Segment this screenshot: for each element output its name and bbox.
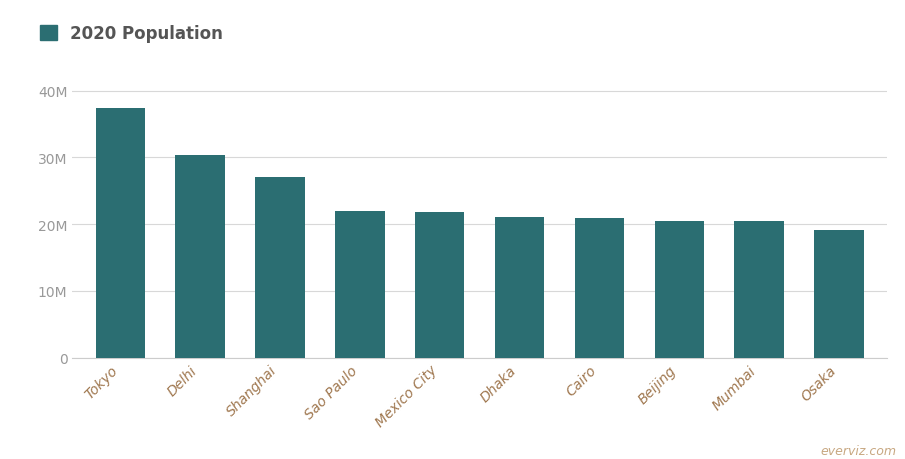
Text: everviz.com: everviz.com: [820, 444, 896, 457]
Bar: [255, 178, 305, 358]
Bar: [495, 218, 544, 358]
Bar: [96, 109, 145, 358]
Bar: [734, 222, 784, 358]
Legend: 2020 Population: 2020 Population: [40, 25, 223, 43]
Bar: [335, 211, 385, 358]
Bar: [575, 218, 624, 358]
Bar: [415, 213, 464, 358]
Bar: [176, 156, 225, 358]
Bar: [814, 230, 863, 358]
Bar: [654, 222, 704, 358]
